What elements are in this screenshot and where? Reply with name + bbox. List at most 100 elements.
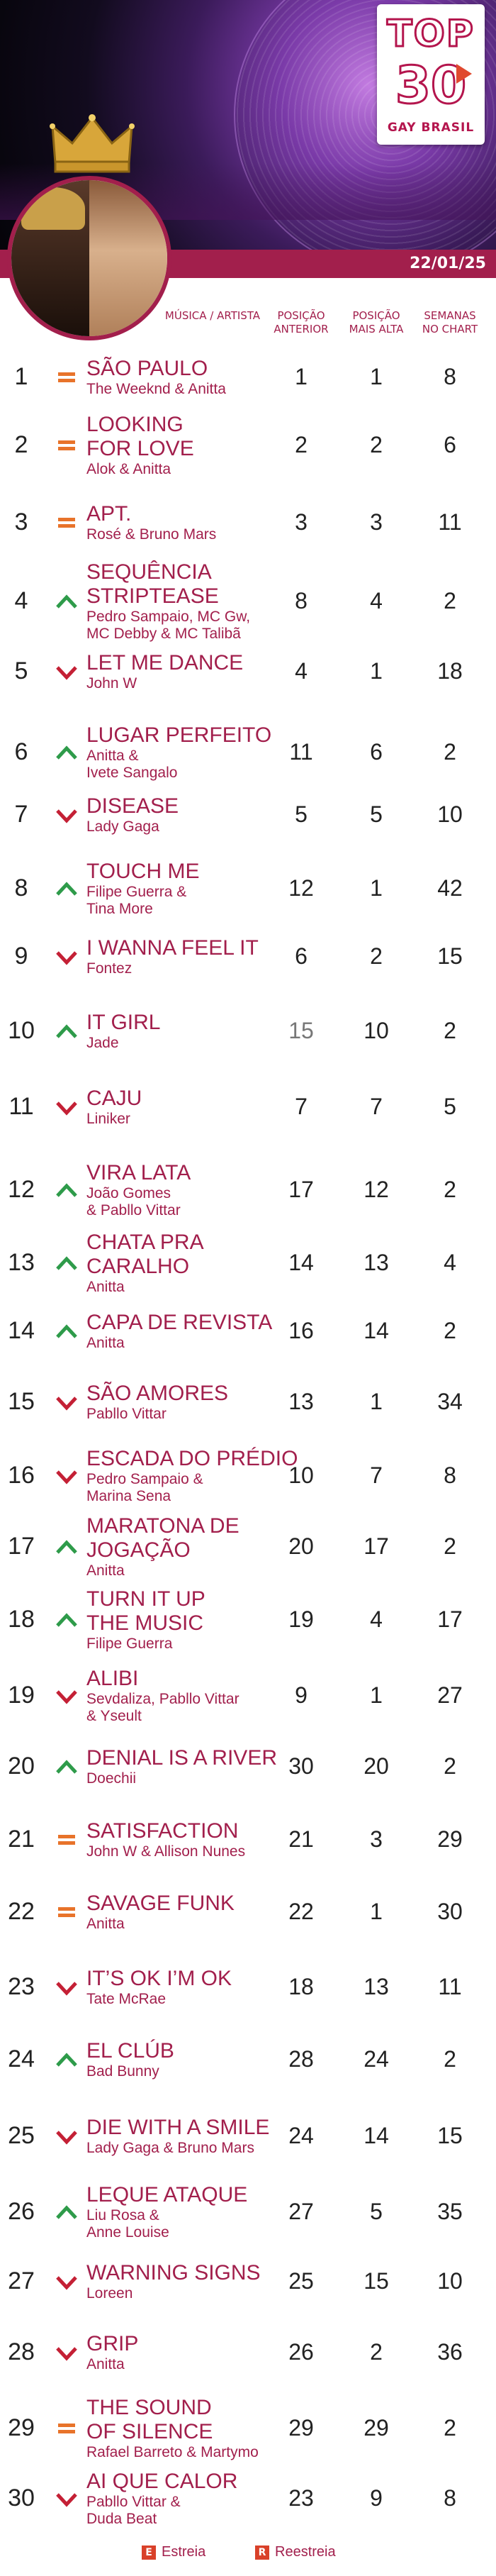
rank-number: 5 (14, 657, 28, 684)
artist-name: Pabllo Vittar & (86, 2494, 181, 2510)
chart-row: 21 SATISFACTION John W & Allison Nunes 21 3 2… (0, 1819, 496, 1860)
peak-position: 17 (363, 1533, 389, 1559)
artist-name: Liu Rosa & (86, 2207, 159, 2224)
down-arrow-icon (56, 1397, 77, 1411)
peak-position: 2 (370, 432, 383, 457)
previous-position: 1 (295, 364, 308, 389)
down-arrow-icon (56, 2493, 77, 2507)
previous-position: 30 (288, 1753, 314, 1779)
artist-name: Tate McRae (86, 1991, 167, 2007)
peak-position: 1 (370, 1899, 383, 1924)
column-header-peak: POSIÇÃO MAIS ALTA (343, 309, 410, 336)
peak-position: 1 (370, 658, 383, 684)
artist-name: Anitta & (86, 748, 139, 764)
artist-name: Anitta (86, 1335, 125, 1351)
rank-number: 29 (8, 2414, 35, 2441)
chart-row: 19 ALIBI Sevdaliza, Pabllo Vittar & Yseult 9… (0, 1667, 496, 1725)
previous-position: 6 (295, 943, 308, 969)
artist-name: John W (86, 675, 137, 692)
artist-name: Anitta (86, 2356, 125, 2372)
chart-row: 24 EL CLÚB Bad Bunny 28 24 2 (0, 2039, 496, 2080)
artist-name: Filipe Guerra (86, 1636, 173, 1652)
previous-position: 10 (288, 1462, 314, 1488)
song-title: SEQUÊNCIA (86, 560, 212, 584)
peak-position: 12 (363, 1177, 389, 1202)
previous-position: 8 (295, 588, 308, 614)
crown-icon (50, 114, 135, 173)
chart-row: 3 APT. Rosé & Bruno Mars 3 3 11 (0, 502, 496, 543)
artist-name: Sevdaliza, Pabllo Vittar (86, 1691, 239, 1707)
song-title: IT GIRL (86, 1011, 161, 1034)
song-title: VIRA LATA (86, 1161, 191, 1184)
up-arrow-icon (56, 594, 77, 609)
artist-name: Rosé & Bruno Mars (86, 526, 217, 543)
rank-number: 8 (14, 875, 28, 901)
previous-position: 14 (288, 1250, 314, 1275)
chart-row: 14 CAPA DE REVISTA Anitta 16 14 2 (0, 1311, 496, 1352)
peak-position: 29 (363, 2415, 389, 2441)
rank-number: 15 (8, 1388, 35, 1415)
artist-name: Loreen (86, 2285, 133, 2302)
artist-name: Pabllo Vittar (86, 1406, 167, 1422)
chart-row: 8 TOUCH ME Filipe Guerra & Tina More 12 1 42 (0, 860, 496, 918)
down-arrow-icon (56, 1982, 77, 1996)
weeks-on-chart: 15 (437, 2123, 463, 2148)
weeks-on-chart: 30 (437, 1899, 463, 1924)
rank-number: 11 (9, 1093, 34, 1120)
up-arrow-icon (56, 2205, 77, 2219)
column-header-peak-line2: MAIS ALTA (349, 323, 404, 335)
no-change-icon (58, 372, 75, 382)
rank-number: 27 (8, 2267, 35, 2294)
artist-name: MC Debby & MC Talibã (86, 626, 241, 642)
peak-position: 7 (370, 1094, 383, 1119)
peak-position: 20 (363, 1753, 389, 1779)
chart-row: 15 SÃO AMORES Pabllo Vittar 13 1 34 (0, 1382, 496, 1423)
no-change-icon (58, 2424, 75, 2433)
new-entry-label: Estreia (162, 2544, 206, 2560)
weeks-on-chart: 4 (444, 1250, 456, 1275)
song-title: MARATONA DE (86, 1514, 239, 1538)
chart-row: 28 GRIP Anitta 26 2 36 (0, 2332, 496, 2373)
rank-number: 6 (14, 738, 28, 765)
column-header-previous-line1: POSIÇÃO (277, 309, 325, 322)
chart-row: 2 LOOKING FOR LOVE Alok & Anitta 2 2 6 (0, 413, 496, 478)
down-arrow-icon (56, 2131, 77, 2145)
no-change-icon (58, 518, 75, 528)
rank-number: 20 (8, 1753, 35, 1780)
previous-position: 29 (288, 2415, 314, 2441)
previous-position: 25 (288, 2268, 314, 2294)
rank-number: 24 (8, 2045, 35, 2072)
peak-position: 13 (363, 1250, 389, 1275)
weeks-on-chart: 2 (444, 2415, 456, 2441)
peak-position: 3 (370, 509, 383, 535)
chart-row: 26 LEQUE ATAQUE Liu Rosa & Anne Louise 27 5 35 (0, 2183, 496, 2241)
peak-position: 5 (370, 2199, 383, 2224)
number-one-artists-photo (7, 176, 171, 340)
artist-name: Pedro Sampaio, MC Gw, (86, 609, 251, 625)
weeks-on-chart: 2 (444, 1753, 456, 1779)
song-title: LET ME DANCE (86, 651, 244, 674)
song-title: STRIPTEASE (86, 584, 219, 608)
weeks-on-chart: 18 (437, 658, 463, 684)
song-title: CARALHO (86, 1255, 190, 1278)
weeks-on-chart: 15 (437, 943, 463, 969)
column-header-previous-line2: ANTERIOR (274, 323, 329, 335)
song-title: LUGAR PERFEITO (86, 723, 272, 747)
up-arrow-icon (56, 745, 77, 760)
chart-row: 10 IT GIRL Jade 15 10 2 (0, 1011, 496, 1052)
previous-position: 4 (295, 658, 308, 684)
song-title: TOUCH ME (86, 860, 200, 883)
song-title: DISEASE (86, 794, 179, 818)
song-title: LEQUE ATAQUE (86, 2183, 248, 2206)
weeks-on-chart: 2 (444, 588, 456, 614)
chart-row: 20 DENIAL IS A RIVER Doechii 30 20 2 (0, 1746, 496, 1787)
peak-position: 9 (370, 2485, 383, 2511)
song-title: CAPA DE REVISTA (86, 1311, 273, 1334)
peak-position: 14 (363, 1318, 389, 1343)
song-title: AI QUE CALOR (86, 2470, 238, 2493)
weeks-on-chart: 34 (437, 1389, 463, 1414)
song-title: FOR LOVE (86, 437, 194, 460)
peak-position: 4 (370, 588, 383, 614)
weeks-on-chart: 35 (437, 2199, 463, 2224)
rank-number: 14 (8, 1317, 35, 1344)
